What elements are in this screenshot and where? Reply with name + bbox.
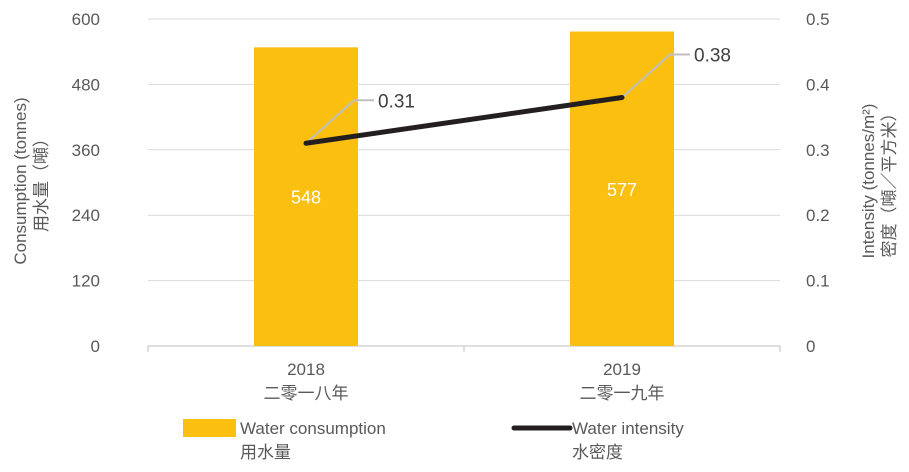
gridlines xyxy=(147,18,781,352)
line-value-label: 0.38 xyxy=(694,45,731,66)
x-tick-label-cn: 二零一八年 xyxy=(264,384,349,403)
left-axis-title-cn: 用水量（噸） xyxy=(32,130,51,232)
right-tick-label: 0 xyxy=(806,337,815,356)
right-tick-label: 0.4 xyxy=(806,75,830,94)
x-tick-label-cn: 二零一九年 xyxy=(580,384,665,403)
right-axis-title: Intensity (tonnes/m²) xyxy=(859,104,878,259)
legend-bar-label: Water consumption xyxy=(240,419,386,438)
callouts: 0.31 0.38 xyxy=(305,45,731,145)
left-tick-label: 240 xyxy=(72,206,100,225)
x-tick-label: 2018 xyxy=(287,360,325,379)
x-tick-label: 2019 xyxy=(603,360,641,379)
axis-ticks: 0 120 240 360 480 600 0 0.1 0.2 0.3 0.4 0.5 2018 二零一八… xyxy=(72,10,830,403)
right-tick-label: 0.1 xyxy=(806,272,830,291)
bar-value-label: 548 xyxy=(291,188,321,208)
intensity-line xyxy=(303,94,625,146)
left-tick-label: 360 xyxy=(72,141,100,160)
legend: Water consumption 用水量 Water intensity 水密… xyxy=(183,419,684,462)
right-tick-label: 0.2 xyxy=(806,206,830,225)
left-tick-label: 0 xyxy=(91,337,100,356)
right-tick-label: 0.3 xyxy=(806,141,830,160)
legend-bar-swatch xyxy=(183,419,236,437)
callout-leader xyxy=(305,99,374,145)
legend-line-label: Water intensity xyxy=(572,419,684,438)
callout-leader xyxy=(621,53,690,99)
left-tick-label: 480 xyxy=(72,75,100,94)
bar-series xyxy=(254,31,674,347)
line-series xyxy=(303,94,625,146)
bar-value-labels: 548 577 xyxy=(291,180,637,208)
line-value-label: 0.31 xyxy=(378,91,415,112)
legend-bar-label-cn: 用水量 xyxy=(240,443,291,462)
left-axis-title: Consumption (tonnes) xyxy=(11,97,30,264)
bar-value-label: 577 xyxy=(607,180,637,200)
legend-line-label-cn: 水密度 xyxy=(572,443,623,462)
bar xyxy=(254,47,358,347)
right-axis-title-cn: 密度（噸／平方米） xyxy=(880,105,899,258)
left-tick-label: 120 xyxy=(72,272,100,291)
bar xyxy=(570,31,674,346)
left-tick-label: 600 xyxy=(72,10,100,29)
right-tick-label: 0.5 xyxy=(806,10,830,29)
